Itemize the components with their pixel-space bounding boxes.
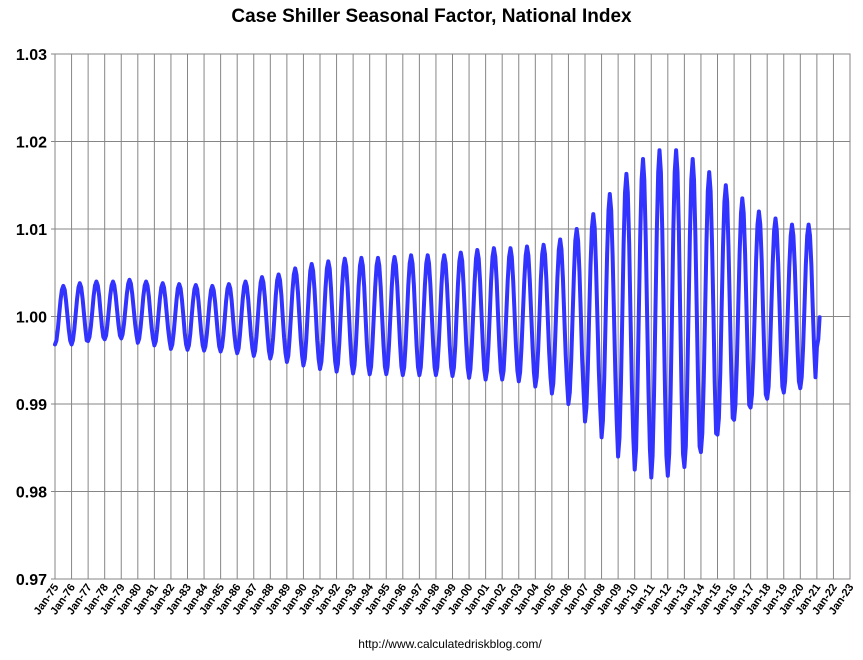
y-tick-label: 1.02 xyxy=(16,135,47,152)
y-tick-label: 0.98 xyxy=(16,485,47,502)
y-tick-label: 0.97 xyxy=(16,572,47,589)
y-tick-label: 0.99 xyxy=(16,397,47,414)
chart-title: Case Shiller Seasonal Factor, National I… xyxy=(231,6,632,27)
x-axis-ticks: Jan-75Jan-76Jan-77Jan-78Jan-79Jan-80Jan-… xyxy=(32,581,857,617)
source-url: http://www.calculatedriskblog.com/ xyxy=(358,637,542,651)
seasonal-factor-line xyxy=(53,148,822,480)
plot-area-border xyxy=(54,53,851,580)
y-tick-label: 1.01 xyxy=(16,222,47,239)
y-tick-label: 1.03 xyxy=(16,47,47,64)
y-axis-ticks: 0.97 0.98 0.99 1.00 1.01 1.02 1.03 xyxy=(16,47,47,589)
y-tick-label: 1.00 xyxy=(16,310,47,327)
